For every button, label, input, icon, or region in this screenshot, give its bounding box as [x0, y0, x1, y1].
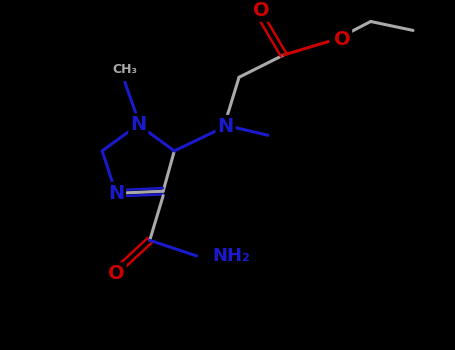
- Text: N: N: [108, 184, 124, 203]
- Text: O: O: [108, 264, 125, 283]
- Text: NH₂: NH₂: [212, 247, 250, 265]
- Text: N: N: [217, 117, 234, 136]
- Text: CH₃: CH₃: [112, 63, 137, 76]
- Text: O: O: [334, 30, 350, 49]
- Text: O: O: [253, 1, 270, 20]
- Text: N: N: [130, 115, 147, 134]
